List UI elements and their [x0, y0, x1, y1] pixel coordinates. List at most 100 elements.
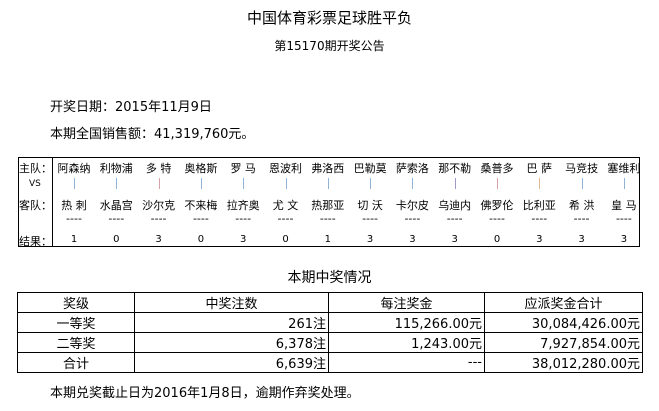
issue-subtitle: 第15170期开奖公告	[274, 39, 385, 53]
home-team: 恩波利	[269, 162, 302, 175]
match-result: 3	[409, 234, 416, 245]
vs-divider	[74, 178, 75, 189]
divider	[52, 158, 53, 246]
home-team: 阿森纳	[57, 162, 91, 175]
claim-deadline-note: 本期兑奖截止日为2016年1月8日，逾期作弃奖处理。	[50, 386, 360, 401]
match-result: 3	[536, 234, 543, 245]
home-team: 多 特	[145, 162, 172, 175]
away-label: 客队：	[19, 199, 52, 212]
vs-label: VS	[29, 179, 41, 189]
prize-total: 38,012,280.00元	[484, 352, 643, 373]
prize-per-bet: ---	[328, 352, 485, 373]
vs-divider	[200, 178, 202, 189]
prize-per-bet: 1,243.00元	[328, 332, 485, 353]
away-team: 热 刺	[61, 199, 87, 212]
winner-count: 6,378注	[134, 332, 329, 353]
match-result: 1	[70, 234, 78, 245]
vs-divider	[370, 178, 372, 189]
prize-section-title: 本期中奖情况	[287, 270, 372, 286]
vs-divider	[327, 178, 329, 189]
prize-per-bet: 115,266.00元	[328, 312, 485, 333]
dash-separator: ----	[108, 212, 125, 225]
vs-divider	[285, 178, 287, 189]
prize-level: 合计	[17, 352, 135, 373]
result-label: 结果：	[19, 235, 52, 248]
vs-divider	[581, 178, 583, 189]
away-team: 切 沃	[357, 199, 383, 212]
vs-divider	[116, 178, 118, 189]
away-team: 乌迪内	[438, 199, 472, 212]
dash-separator: ----	[66, 212, 82, 225]
draw-date: 开奖日期：2015年11月9日	[50, 100, 212, 115]
away-team: 拉齐奥	[226, 199, 260, 212]
dash-separator: ----	[489, 212, 505, 225]
home-team: 罗 马	[230, 162, 256, 175]
vs-divider	[158, 178, 160, 189]
match-result: 3	[578, 234, 585, 245]
away-team: 卡尔皮	[395, 199, 429, 212]
dash-separator: ----	[362, 212, 379, 225]
home-team: 巴勒莫	[353, 162, 387, 175]
dash-separator: ----	[404, 212, 421, 225]
away-team: 尤 文	[272, 199, 299, 212]
home-team: 奥格斯	[184, 162, 218, 175]
match-result: 3	[451, 234, 458, 245]
away-team: 不来梅	[184, 199, 218, 212]
away-team: 希 洪	[568, 199, 595, 212]
prize-level: 一等奖	[17, 312, 135, 333]
page-title: 中国体育彩票足球胜平负	[246, 9, 412, 27]
table-row: 二等奖 6,378注 1,243.00元 7,927,854.00元	[17, 332, 643, 353]
table-row: 一等奖 261注 115,266.00元 30,084,426.00元	[17, 312, 643, 333]
away-team: 水晶宫	[99, 199, 133, 212]
vs-divider	[454, 178, 456, 189]
vs-divider	[243, 178, 245, 189]
table-header-row: 奖级 中奖注数 每注奖金 应派奖金合计	[17, 292, 643, 313]
home-team: 塞维利	[607, 162, 641, 175]
dash-separator: ----	[446, 212, 463, 225]
home-label: 主队：	[19, 162, 52, 175]
match-result: 3	[240, 234, 247, 245]
sales-amount: 本期全国销售额：41,319,760元。	[50, 127, 255, 142]
dash-separator: ----	[192, 212, 209, 225]
match-table: 主队： VS 客队： 结果： 阿森纳热 刺 ---- 1 利物浦 水晶宫 ---- 0 多 特…	[18, 157, 640, 248]
header-cell: 每注奖金	[328, 292, 485, 313]
header-cell: 应派奖金合计	[484, 292, 643, 313]
home-team: 利物浦	[99, 162, 133, 175]
dash-separator: ----	[531, 212, 548, 225]
vs-divider	[497, 178, 498, 189]
prize-level: 二等奖	[17, 332, 135, 353]
prize-total: 7,927,854.00元	[484, 332, 643, 353]
match-result: 3	[155, 234, 162, 245]
home-team: 萨索洛	[395, 162, 429, 175]
winner-count: 6,639注	[134, 352, 329, 373]
match-result: 0	[113, 234, 120, 245]
vs-divider	[623, 178, 625, 189]
match-result: 0	[282, 234, 289, 245]
home-team: 弗洛西	[311, 162, 345, 175]
dash-separator: ----	[615, 212, 632, 225]
dash-separator: ----	[277, 212, 294, 225]
dash-separator: ----	[573, 212, 590, 225]
prize-total: 30,084,426.00元	[484, 312, 643, 333]
match-result: 0	[493, 234, 501, 245]
away-team: 佛罗伦	[480, 199, 514, 212]
winner-count: 261注	[134, 312, 329, 333]
home-team: 巴 萨	[526, 162, 553, 175]
header-cell: 奖级	[17, 292, 135, 313]
home-team: 那不勒	[438, 162, 472, 175]
prize-table: 奖级 中奖注数 每注奖金 应派奖金合计 一等奖 261注 115,266.00元 30…	[17, 292, 643, 373]
vs-divider	[412, 178, 414, 189]
header-cell: 中奖注数	[134, 292, 329, 313]
match-result: 0	[197, 234, 205, 245]
table-row: 合计 6,639注 --- 38,012,280.00元	[17, 352, 643, 373]
dash-separator: ----	[319, 212, 336, 225]
match-result: 3	[620, 234, 628, 245]
away-team: 比利亚	[522, 199, 556, 212]
away-team: 皇 马	[611, 199, 637, 212]
dash-separator: ----	[150, 212, 167, 225]
match-result: 3	[366, 234, 374, 245]
vs-divider	[539, 178, 541, 189]
home-team: 桑普多	[480, 162, 514, 175]
match-result: 1	[324, 234, 331, 245]
